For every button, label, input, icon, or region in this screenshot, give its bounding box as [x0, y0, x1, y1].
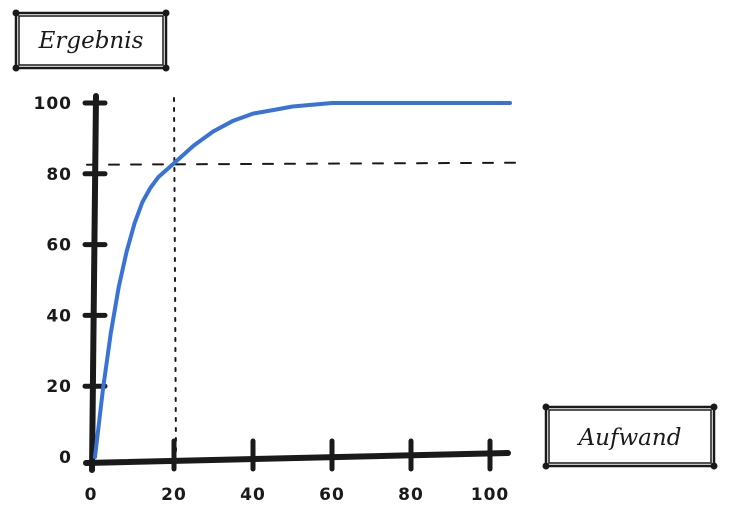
y-axis-label-box: Ergebnis [12, 9, 170, 72]
x-tick-label: 40 [240, 485, 266, 505]
x-axis-label-box: Aufwand [542, 403, 718, 470]
x-axis-line [83, 450, 511, 466]
x-tick-label: 20 [161, 485, 187, 505]
y-axis-label: Ergebnis [38, 28, 144, 54]
x-tick-label: 60 [319, 485, 345, 505]
y-tick-labels: 0 20 40 60 80 100 [34, 94, 73, 468]
y-tick-label: 40 [46, 306, 72, 326]
x-tick-label: 0 [85, 485, 98, 505]
y-tick-label: 100 [34, 94, 73, 114]
y-tick-label: 80 [46, 165, 72, 185]
x-ticks [171, 438, 493, 472]
reference-line-horizontal [86, 161, 523, 166]
y-tick-label: 20 [46, 377, 72, 397]
x-axis-label: Aufwand [577, 425, 682, 451]
y-tick-label: 0 [59, 448, 72, 468]
reference-line-vertical [173, 97, 177, 458]
x-tick-label: 80 [398, 485, 424, 505]
x-tick-labels: 0 20 40 60 80 100 [85, 485, 510, 505]
y-axis-line [89, 93, 99, 473]
series-line [93, 101, 512, 459]
y-tick-label: 60 [46, 236, 72, 256]
x-tick-label: 100 [471, 485, 510, 505]
